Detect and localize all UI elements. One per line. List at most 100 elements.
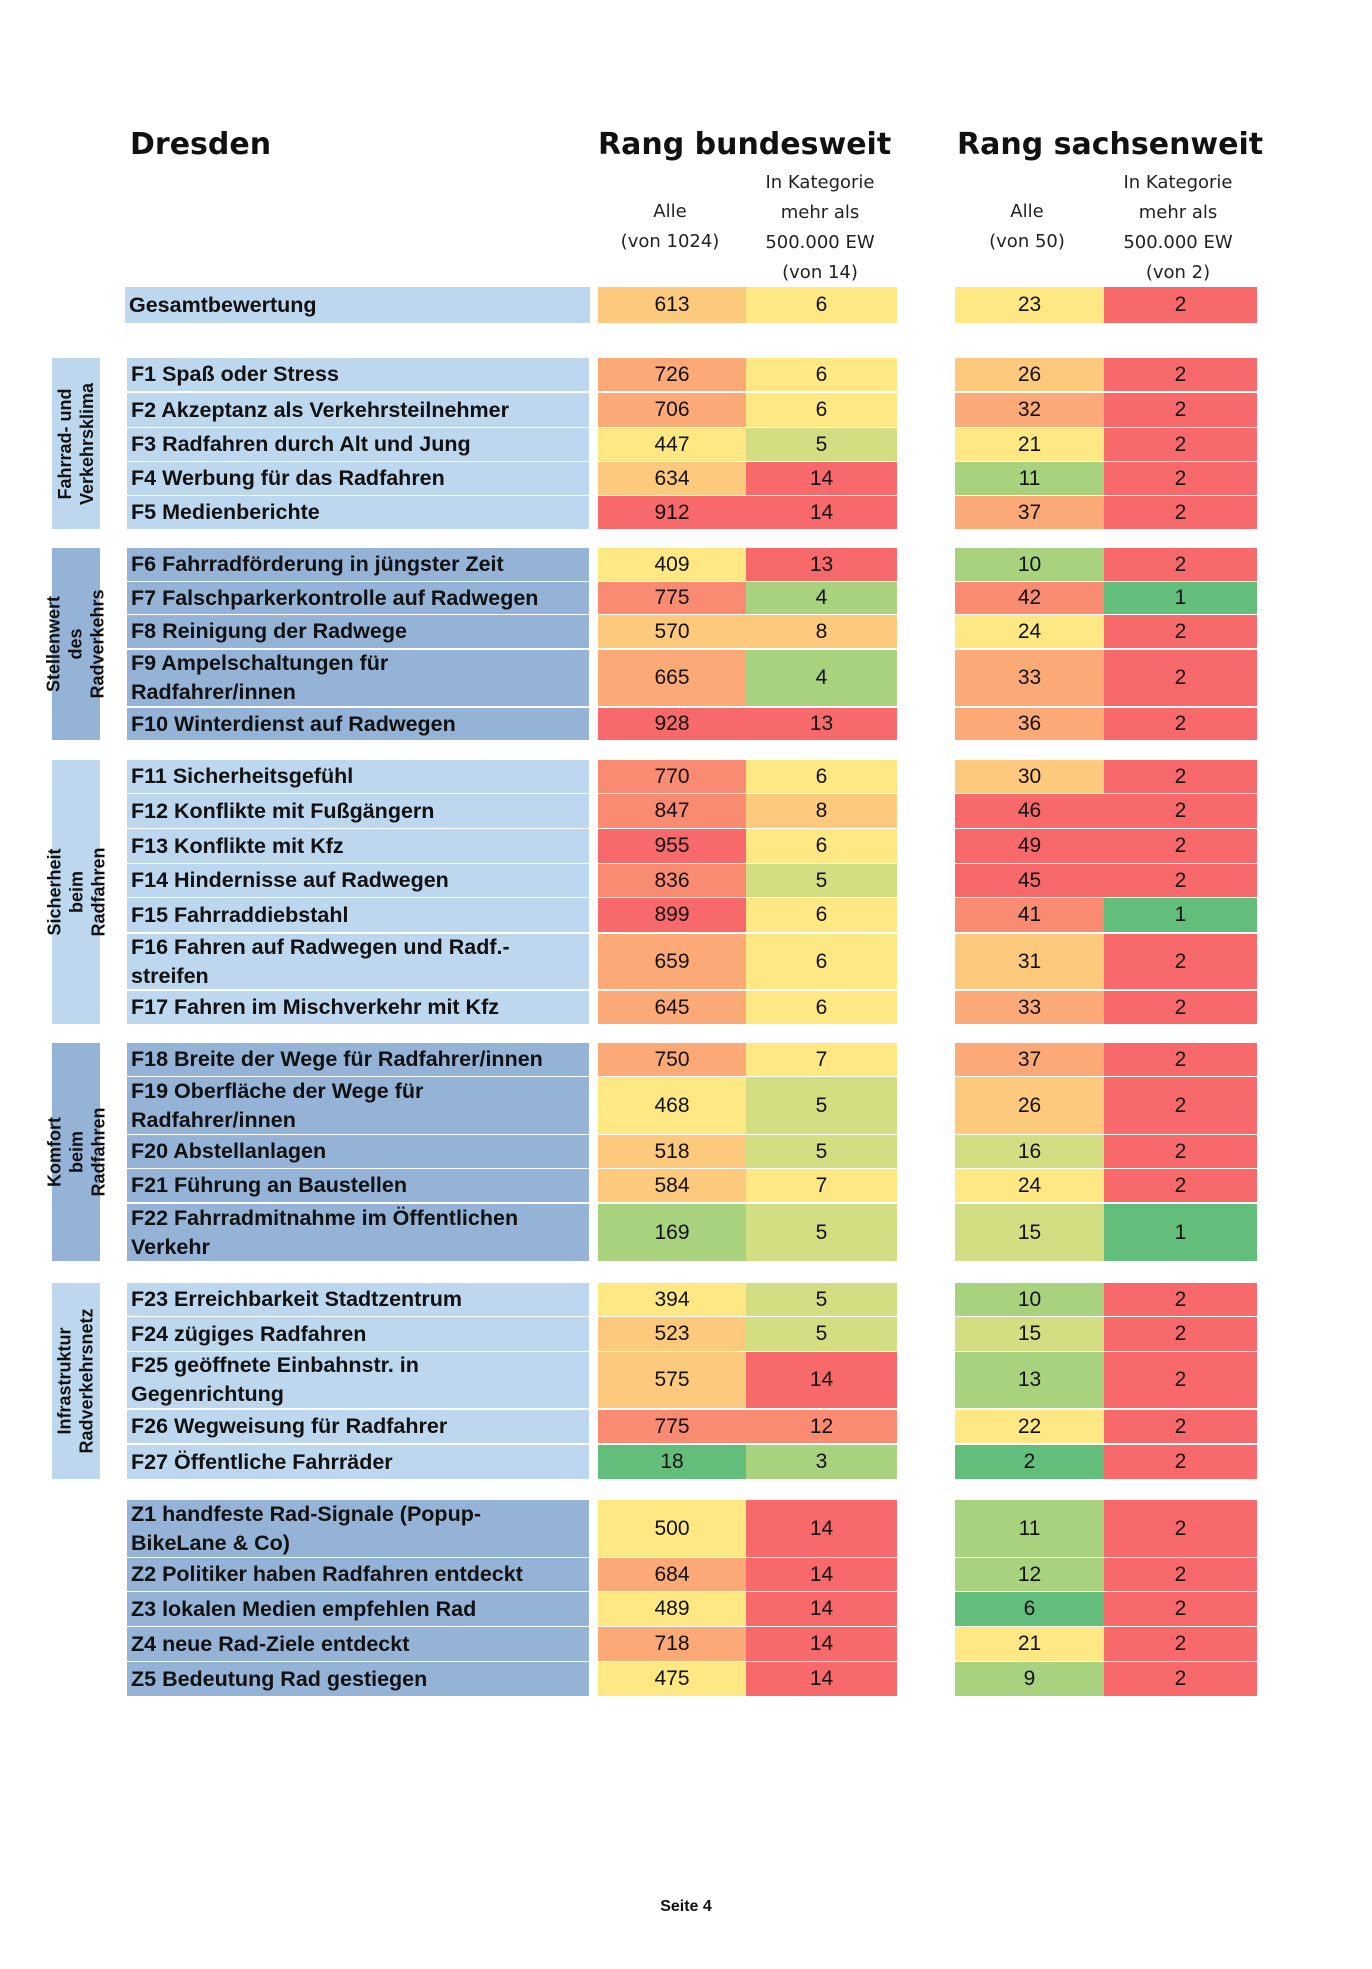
group-label: Infrastruktur Radverkehrsnetz <box>55 1308 98 1454</box>
rank-bundesweit-kategorie: 14 <box>746 1558 897 1591</box>
header-bundesweit: Rang bundesweit <box>598 127 892 162</box>
rank-sachsenweit-kategorie: 2 <box>1104 1077 1257 1134</box>
rank-bundesweit-kategorie: 6 <box>746 991 897 1024</box>
row-label: F11 Sicherheitsgefühl <box>127 760 589 793</box>
row-label: F8 Reinigung der Radwege <box>127 615 589 648</box>
rank-sachsenweit-alle: 24 <box>955 1169 1104 1202</box>
rank-sachsenweit-alle: 21 <box>955 428 1104 461</box>
rank-sachsenweit-kategorie: 2 <box>1104 1410 1257 1443</box>
rank-bundesweit-alle: 169 <box>598 1204 746 1261</box>
rank-bundesweit-alle: 718 <box>598 1627 746 1661</box>
rank-bundesweit-alle: 750 <box>598 1043 746 1076</box>
rank-sachsenweit-kategorie: 2 <box>1104 934 1257 989</box>
rank-bundesweit-kategorie: 14 <box>746 1592 897 1626</box>
rank-bundesweit-alle: 684 <box>598 1558 746 1591</box>
rank-bundesweit-kategorie: 6 <box>746 898 897 932</box>
rank-sachsenweit-kategorie: 2 <box>1104 1662 1257 1696</box>
rank-sachsenweit-kategorie: 2 <box>1104 1283 1257 1316</box>
rank-bundesweit-kategorie: 14 <box>746 1662 897 1696</box>
subheader-bw-kategorie: In Kategorie mehr als 500.000 EW (von 14… <box>765 172 875 283</box>
rank-sachsenweit-alle: 36 <box>955 708 1104 740</box>
group-label: Sicherheit beim Radfahren <box>44 847 109 937</box>
row-label: Z4 neue Rad-Ziele entdeckt <box>127 1627 589 1661</box>
rank-bundesweit-alle: 570 <box>598 615 746 648</box>
rank-bundesweit-alle: 394 <box>598 1283 746 1316</box>
rank-sachsenweit-alle: 30 <box>955 760 1104 793</box>
rank-bundesweit-alle: 665 <box>598 650 746 706</box>
rank-sachsenweit-kategorie: 2 <box>1104 393 1257 427</box>
rank-bundesweit-alle: 447 <box>598 428 746 461</box>
rank-bundesweit-kategorie: 5 <box>746 1204 897 1261</box>
rank-bundesweit-alle: 613 <box>598 287 746 323</box>
rank-bundesweit-kategorie: 6 <box>746 760 897 793</box>
rank-sachsenweit-kategorie: 2 <box>1104 462 1257 495</box>
rank-sachsenweit-kategorie: 2 <box>1104 1043 1257 1076</box>
rank-bundesweit-kategorie: 6 <box>746 829 897 863</box>
rank-sachsenweit-alle: 21 <box>955 1627 1104 1661</box>
rank-bundesweit-alle: 584 <box>598 1169 746 1202</box>
rank-bundesweit-kategorie: 7 <box>746 1043 897 1076</box>
rank-bundesweit-kategorie: 14 <box>746 496 897 529</box>
rank-bundesweit-alle: 645 <box>598 991 746 1024</box>
row-label: F14 Hindernisse auf Radwegen <box>127 864 589 897</box>
rank-sachsenweit-alle: 10 <box>955 548 1104 581</box>
rank-bundesweit-kategorie: 14 <box>746 1627 897 1661</box>
row-label: F13 Konflikte mit Kfz <box>127 829 589 863</box>
rank-bundesweit-kategorie: 6 <box>746 358 897 391</box>
rank-bundesweit-kategorie: 4 <box>746 582 897 614</box>
rank-bundesweit-alle: 489 <box>598 1592 746 1626</box>
rank-sachsenweit-alle: 42 <box>955 582 1104 614</box>
rank-bundesweit-alle: 523 <box>598 1317 746 1351</box>
rank-bundesweit-alle: 409 <box>598 548 746 581</box>
rank-bundesweit-kategorie: 5 <box>746 864 897 897</box>
rank-sachsenweit-kategorie: 2 <box>1104 650 1257 706</box>
rank-bundesweit-alle: 634 <box>598 462 746 495</box>
rank-sachsenweit-alle: 2 <box>955 1445 1104 1479</box>
rank-bundesweit-alle: 847 <box>598 794 746 828</box>
rank-sachsenweit-alle: 45 <box>955 864 1104 897</box>
rank-sachsenweit-alle: 32 <box>955 393 1104 427</box>
row-label: F23 Erreichbarkeit Stadtzentrum <box>127 1283 589 1316</box>
rank-bundesweit-alle: 575 <box>598 1352 746 1408</box>
rank-sachsenweit-alle: 9 <box>955 1662 1104 1696</box>
subheader-sw-alle: Alle (von 50) <box>989 201 1065 252</box>
header-sachsenweit: Rang sachsenweit <box>957 127 1264 162</box>
subheader-sw-kategorie: In Kategorie mehr als 500.000 EW (von 2) <box>1123 172 1233 283</box>
rank-sachsenweit-kategorie: 2 <box>1104 358 1257 391</box>
rank-sachsenweit-kategorie: 2 <box>1104 1317 1257 1351</box>
row-label: F24 zügiges Radfahren <box>127 1317 589 1351</box>
rank-sachsenweit-alle: 24 <box>955 615 1104 648</box>
rank-bundesweit-alle: 18 <box>598 1445 746 1479</box>
row-label: F18 Breite der Wege für Radfahrer/innen <box>127 1043 589 1076</box>
rank-sachsenweit-alle: 6 <box>955 1592 1104 1626</box>
rank-sachsenweit-kategorie: 2 <box>1104 1558 1257 1591</box>
rank-sachsenweit-kategorie: 2 <box>1104 708 1257 740</box>
rank-bundesweit-alle: 775 <box>598 1410 746 1443</box>
rank-sachsenweit-alle: 46 <box>955 794 1104 828</box>
rank-sachsenweit-kategorie: 2 <box>1104 760 1257 793</box>
rank-bundesweit-kategorie: 5 <box>746 1283 897 1316</box>
row-label: F21 Führung an Baustellen <box>127 1169 589 1202</box>
rank-bundesweit-alle: 500 <box>598 1500 746 1557</box>
rank-bundesweit-alle: 836 <box>598 864 746 897</box>
rank-bundesweit-kategorie: 5 <box>746 1317 897 1351</box>
row-label: F17 Fahren im Mischverkehr mit Kfz <box>127 991 589 1024</box>
rank-bundesweit-alle: 468 <box>598 1077 746 1134</box>
rank-bundesweit-kategorie: 4 <box>746 650 897 706</box>
rank-bundesweit-kategorie: 14 <box>746 1352 897 1408</box>
row-label: F12 Konflikte mit Fußgängern <box>127 794 589 828</box>
rank-sachsenweit-alle: 13 <box>955 1352 1104 1408</box>
rank-sachsenweit-alle: 26 <box>955 358 1104 391</box>
rank-sachsenweit-kategorie: 1 <box>1104 1204 1257 1261</box>
rank-bundesweit-alle: 912 <box>598 496 746 529</box>
rank-sachsenweit-alle: 26 <box>955 1077 1104 1134</box>
city-title: Dresden <box>130 127 272 162</box>
rank-bundesweit-kategorie: 5 <box>746 1135 897 1168</box>
rank-sachsenweit-alle: 15 <box>955 1204 1104 1261</box>
group-label: Fahrrad- und Verkehrsklima <box>55 382 97 505</box>
rank-sachsenweit-alle: 11 <box>955 1500 1104 1557</box>
rank-sachsenweit-kategorie: 2 <box>1104 1352 1257 1408</box>
rank-sachsenweit-kategorie: 1 <box>1104 898 1257 932</box>
row-label: F15 Fahrraddiebstahl <box>127 898 589 932</box>
rank-sachsenweit-kategorie: 2 <box>1104 1169 1257 1202</box>
